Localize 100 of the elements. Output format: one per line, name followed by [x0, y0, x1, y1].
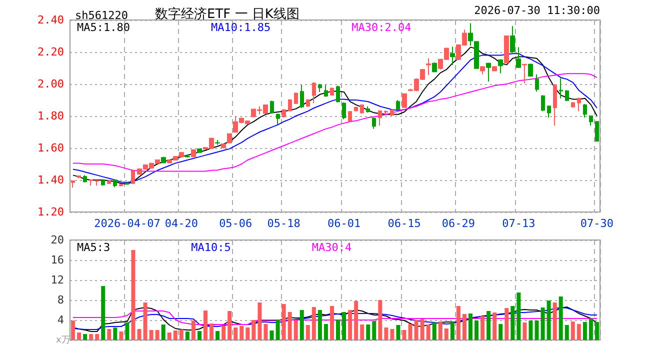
bar [155, 330, 160, 340]
bar [570, 322, 575, 340]
candlestick [492, 66, 497, 72]
bar [306, 325, 310, 340]
bar [594, 322, 599, 340]
candlestick [553, 84, 557, 126]
x-tick-label: 2026-04-07 [94, 217, 160, 230]
x-tick-label: 06-29 [442, 217, 476, 230]
text: MA5:1.80 [77, 21, 130, 34]
candlestick [288, 98, 292, 112]
candlestick [131, 170, 135, 184]
x-tick-label: 04-20 [164, 217, 198, 230]
bar [576, 324, 581, 340]
y-axis-title: x万 [56, 336, 70, 346]
bar [161, 324, 166, 340]
bar [504, 308, 509, 340]
chart-subtitle: sh561220 [75, 9, 128, 22]
y-tick-label: 1.80 [38, 110, 64, 122]
line-series [72, 73, 598, 172]
bar [540, 308, 545, 340]
text: MA5:3 [77, 241, 110, 254]
candlestick [384, 110, 388, 114]
candlestick [306, 98, 310, 108]
bar [282, 304, 286, 340]
bar [492, 312, 497, 340]
candlestick [336, 85, 340, 103]
bar [185, 332, 190, 340]
bar [558, 296, 563, 340]
bar [131, 250, 136, 340]
bar [402, 330, 406, 340]
candlestick [294, 92, 298, 104]
candlestick [450, 46, 455, 66]
x-tick-label: 05-18 [267, 217, 300, 230]
bar [149, 330, 154, 340]
candlestick [89, 179, 93, 186]
text: MA30:4 [312, 241, 352, 254]
candlestick [354, 106, 358, 112]
candlestick [390, 108, 394, 116]
candlestick [83, 174, 87, 183]
y-tick-label: 2.40 [38, 14, 64, 26]
candlestick [221, 143, 226, 149]
candlestick [372, 117, 376, 130]
y-tick-label: 12 [50, 274, 64, 286]
candlestick [227, 132, 232, 144]
candlestick [312, 82, 316, 104]
bar [486, 311, 491, 340]
text: 2026-07-30 11:30:00 [474, 4, 600, 17]
bar [167, 332, 172, 340]
candlestick [197, 148, 202, 154]
line-series [72, 310, 598, 325]
candlestick [282, 108, 286, 118]
bar [474, 320, 479, 340]
y-tick-label: 2.20 [38, 46, 64, 58]
y-tick-label: 1.40 [38, 174, 64, 186]
bar [173, 330, 178, 340]
bar [348, 310, 352, 340]
bar [588, 318, 593, 340]
bar [582, 322, 587, 340]
candlestick [366, 106, 370, 113]
candlestick [360, 104, 364, 114]
candlestick [595, 120, 599, 142]
candlestick [113, 178, 117, 188]
bar [450, 322, 454, 340]
candlestick [504, 36, 509, 64]
candlestick [516, 46, 521, 68]
bar [191, 320, 196, 340]
candlestick [101, 180, 105, 186]
candlestick [191, 148, 196, 158]
bar [420, 319, 424, 340]
bar [564, 325, 569, 340]
bar [288, 312, 292, 340]
bar [366, 324, 370, 340]
y-tick-label: 4 [57, 314, 64, 326]
bar [390, 329, 394, 340]
bar [240, 326, 244, 340]
bar [101, 286, 106, 340]
bar [330, 306, 334, 340]
bar [426, 324, 430, 340]
bar [300, 310, 304, 340]
bar [264, 324, 268, 340]
bar [336, 320, 340, 340]
bar [318, 310, 322, 340]
candlestick [330, 87, 334, 96]
candlestick [486, 62, 491, 82]
bar [528, 320, 533, 340]
bar [204, 310, 208, 340]
bar [95, 334, 100, 340]
candlestick [348, 110, 352, 122]
bar [324, 324, 328, 340]
candlestick [342, 102, 346, 120]
text: MA30:2.04 [352, 21, 412, 34]
bar [258, 302, 262, 340]
bar [197, 331, 202, 340]
bar [354, 301, 358, 340]
y-tick-label: 1.60 [38, 142, 64, 154]
candlestick [161, 156, 166, 164]
bar [372, 321, 376, 340]
bar [552, 302, 557, 340]
candlestick [300, 84, 304, 108]
candlestick [522, 64, 527, 84]
